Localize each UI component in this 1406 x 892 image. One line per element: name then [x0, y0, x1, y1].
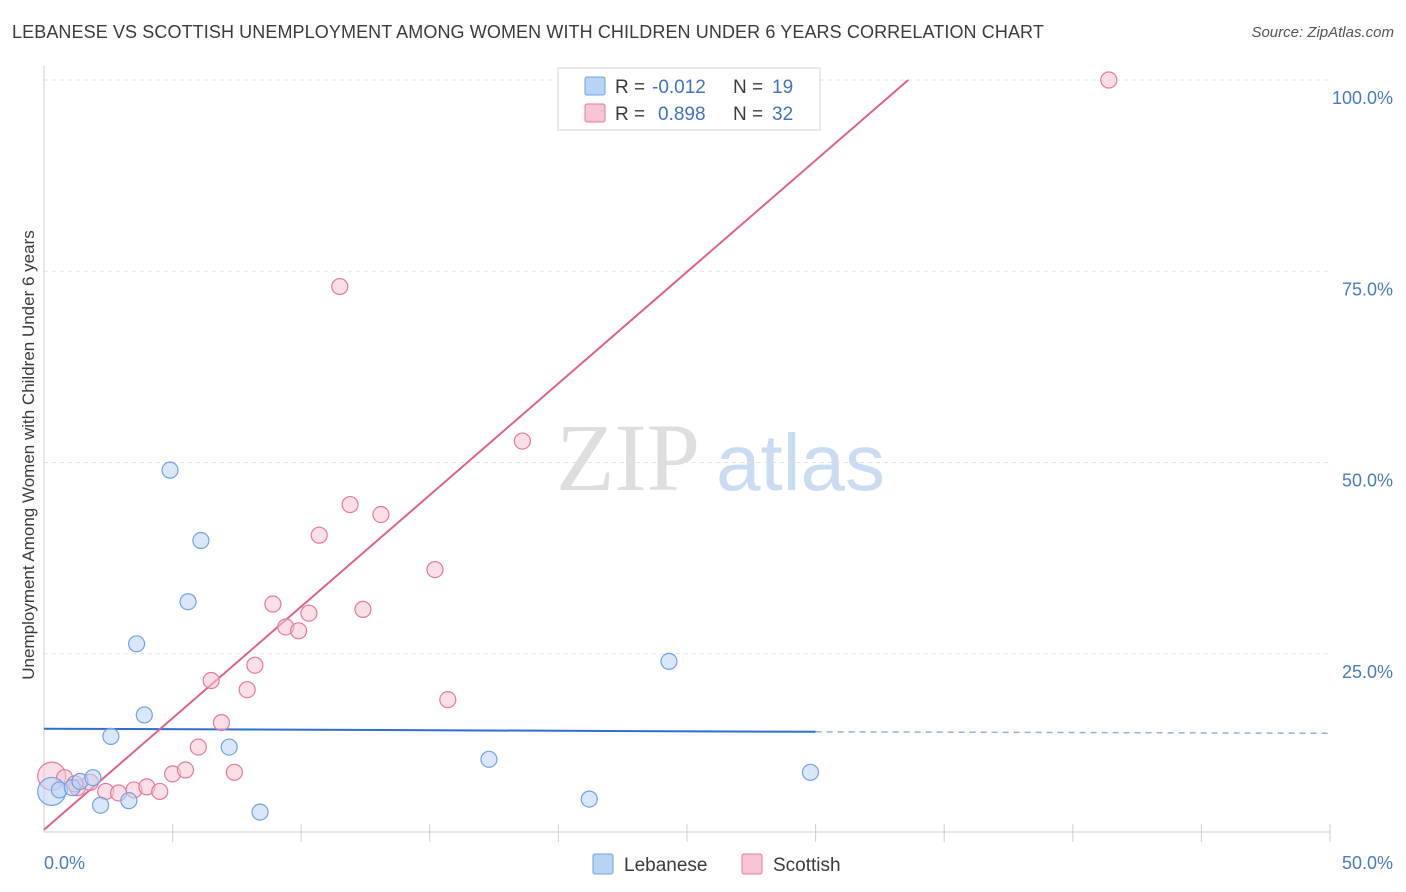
point-lebanese: [84, 769, 102, 787]
point-scottish: [513, 432, 531, 450]
legend-r-label-scottish: R =: [615, 104, 645, 125]
legend-n-label-lebanese: N =: [733, 77, 763, 98]
point-lebanese: [102, 727, 120, 745]
legend-n-label-scottish: N =: [733, 104, 763, 125]
trend-line-lebanese: [43, 727, 816, 733]
point-scottish: [341, 495, 359, 514]
point-lebanese: [161, 461, 179, 479]
axes: [43, 66, 1331, 842]
point-scottish: [331, 277, 349, 296]
source-label: Source: ZipAtlas.com: [1251, 24, 1394, 41]
y-tick-label: 50.0%: [1342, 471, 1393, 491]
point-scottish: [1100, 71, 1118, 89]
bottom-legend-scottish: Scottish: [773, 855, 841, 876]
point-lebanese: [127, 635, 146, 653]
legend-n-value-lebanese: 19: [772, 77, 793, 98]
point-scottish: [264, 595, 282, 613]
point-lebanese: [179, 593, 197, 611]
tick-labels: 25.0% 50.0% 75.0% 100.0% 0.0% 50.0%: [44, 88, 1393, 873]
legend-n-value-scottish: 32: [772, 104, 793, 125]
chart-title: LEBANESE VS SCOTTISH UNEMPLOYMENT AMONG …: [12, 22, 1044, 42]
bottom-legend-lebanese: Lebanese: [624, 855, 707, 876]
point-scottish: [189, 738, 207, 756]
point-scottish: [439, 691, 457, 709]
legend-swatch-scottish: [584, 103, 606, 123]
y-axis-label: Unemployment Among Women with Children U…: [19, 230, 38, 679]
point-scottish: [290, 622, 308, 640]
point-scottish: [151, 782, 169, 801]
point-scottish: [212, 713, 231, 732]
watermark-zip: ZIP: [556, 404, 700, 511]
point-scottish: [225, 763, 243, 781]
point-scottish: [238, 681, 256, 699]
legend-r-value-lebanese: -0.012: [652, 77, 706, 98]
watermark: ZIP atlas: [556, 404, 885, 511]
point-lebanese: [480, 750, 498, 768]
correlation-legend: R = -0.012 N = 19 R = 0.898 N = 32: [557, 67, 821, 131]
point-lebanese: [120, 792, 138, 810]
point-lebanese: [135, 706, 153, 724]
y-tick-label: 25.0%: [1342, 662, 1393, 682]
point-scottish: [426, 560, 444, 579]
point-scottish: [202, 671, 220, 690]
point-scottish: [354, 600, 372, 618]
point-scottish: [372, 505, 390, 524]
point-scottish: [246, 656, 264, 674]
trend-lines: [43, 79, 1331, 831]
legend-swatch-lebanese: [584, 76, 606, 96]
point-lebanese: [91, 796, 110, 814]
bottom-legend-swatch-lebanese: [592, 853, 614, 875]
x-tick-label-max: 50.0%: [1342, 853, 1393, 873]
watermark-atlas: atlas: [716, 418, 885, 507]
trend-line-scottish: [43, 79, 909, 831]
point-lebanese: [251, 803, 269, 821]
point-lebanese: [801, 763, 820, 781]
point-scottish: [176, 761, 195, 779]
point-lebanese: [220, 738, 238, 756]
point-lebanese: [192, 531, 210, 550]
gridlines: [44, 79, 1330, 655]
bottom-legend-swatch-scottish: [741, 853, 763, 875]
data-points: [37, 71, 1118, 821]
series-legend: Lebanese Scottish: [592, 853, 841, 876]
legend-r-label-lebanese: R =: [615, 77, 645, 98]
point-scottish: [300, 604, 318, 622]
y-tick-label: 100.0%: [1332, 88, 1393, 108]
x-tick-label-min: 0.0%: [44, 853, 85, 873]
trend-line-lebanese-extension: [815, 731, 1331, 735]
point-lebanese: [580, 790, 598, 808]
point-lebanese: [660, 652, 678, 671]
y-tick-label: 75.0%: [1342, 279, 1393, 299]
point-scottish: [310, 526, 328, 544]
legend-r-value-scottish: 0.898: [658, 104, 706, 125]
